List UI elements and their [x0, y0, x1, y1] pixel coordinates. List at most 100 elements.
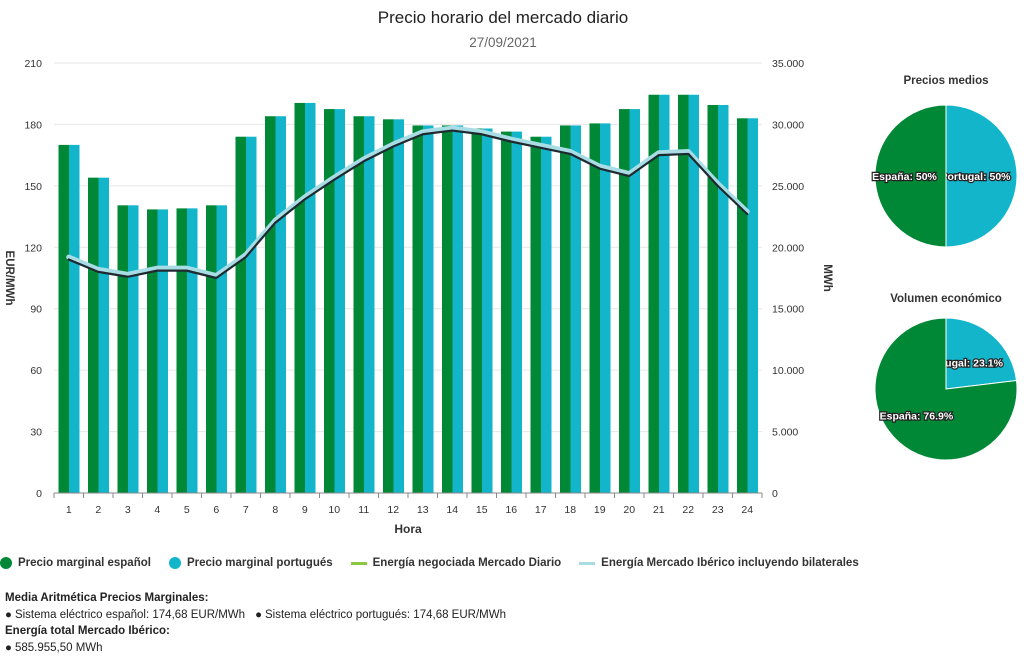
y2-tick-label: 15.000: [772, 304, 804, 316]
pie-prices-slice-label: Portugal: 50%: [940, 171, 1011, 183]
x-tick-label: 15: [476, 504, 488, 516]
bar-es-price: [619, 109, 630, 493]
x-tick-label: 16: [505, 504, 517, 516]
line-energy-iberian: [69, 128, 748, 275]
bar-es-price: [265, 116, 276, 493]
x-tick-label: 12: [387, 504, 399, 516]
chart-legend: Precio marginal español Precio marginal …: [0, 553, 877, 573]
summary-total-energy: 585.955,50 MWh: [15, 642, 103, 654]
legend-label-pt: Precio marginal portugués: [187, 557, 333, 569]
bar-pt-price: [246, 137, 257, 493]
bar-es-price: [88, 178, 99, 493]
y-tick-label: 60: [30, 365, 42, 377]
legend-item-energy-iberian[interactable]: Energía Mercado Ibérico incluyendo bilat…: [579, 557, 859, 569]
y2-tick-label: 10.000: [772, 365, 804, 377]
y2-tick-label: 0: [772, 488, 778, 500]
y2-tick-label: 20.000: [772, 242, 804, 254]
bar-pt-price: [187, 208, 198, 493]
y-tick-label: 180: [24, 119, 42, 131]
bar-pt-price: [718, 105, 729, 493]
legend-label-energy-daily: Energía negociada Mercado Diario: [373, 557, 562, 569]
bar-pt-price: [748, 118, 759, 493]
bar-es-price: [590, 123, 601, 493]
y2-tick-label: 5.000: [772, 427, 798, 439]
bar-es-price: [708, 105, 719, 493]
bar-pt-price: [482, 129, 493, 493]
bar-es-price: [236, 137, 247, 493]
legend-marker-energy-daily: [351, 562, 367, 565]
bar-pt-price: [158, 209, 169, 493]
bar-es-price: [472, 129, 483, 493]
pie-volume-slice-label: España: 76.9%: [880, 411, 954, 423]
x-tick-label: 19: [594, 504, 606, 516]
legend-item-pt-price[interactable]: Precio marginal portugués: [169, 557, 333, 569]
bar-pt-price: [453, 125, 464, 493]
y-axis-title: EUR/MWh: [3, 251, 15, 306]
x-tick-label: 18: [564, 504, 576, 516]
bar-es-price: [560, 125, 571, 493]
bar-pt-price: [512, 132, 523, 493]
x-tick-label: 8: [272, 504, 278, 516]
bar-pt-price: [99, 178, 110, 493]
bar-pt-price: [394, 119, 405, 493]
legend-label-energy-iberian: Energía Mercado Ibérico incluyendo bilat…: [601, 557, 859, 569]
chart-subtitle: 27/09/2021: [469, 35, 537, 50]
bar-es-price: [737, 118, 748, 493]
x-axis-title: Hora: [394, 522, 422, 536]
x-tick-label: 17: [535, 504, 547, 516]
bar-es-price: [59, 145, 70, 493]
y-tick-label: 210: [24, 58, 42, 70]
y-tick-label: 150: [24, 181, 42, 193]
summary-heading-prices: Media Aritmética Precios Marginales:: [5, 590, 506, 607]
bar-pt-price: [305, 103, 316, 493]
pie-volume-slice: [946, 318, 1016, 389]
pie-prices-slice-label: España: 50%: [872, 171, 937, 183]
legend-item-es-price[interactable]: Precio marginal español: [0, 557, 151, 569]
bar-es-price: [206, 205, 217, 493]
legend-marker-energy-iberian: [579, 562, 595, 565]
x-tick-label: 4: [154, 504, 160, 516]
bar-pt-price: [276, 116, 287, 493]
bar-es-price: [354, 116, 365, 493]
bar-pt-price: [335, 109, 346, 493]
bar-pt-price: [69, 145, 80, 493]
summary-es-price: Sistema eléctrico español: 174,68 EUR/MW…: [15, 609, 245, 621]
bar-es-price: [501, 132, 512, 493]
bar-es-price: [531, 137, 542, 493]
y2-tick-label: 25.000: [772, 181, 804, 193]
line-energy-daily: [69, 131, 748, 278]
x-tick-label: 2: [95, 504, 101, 516]
bar-es-price: [177, 208, 188, 493]
y-tick-label: 120: [24, 242, 42, 254]
bar-pt-price: [364, 116, 375, 493]
x-tick-label: 1: [66, 504, 72, 516]
legend-label-es: Precio marginal español: [18, 557, 151, 569]
x-tick-label: 11: [358, 504, 369, 516]
x-tick-label: 9: [302, 504, 308, 516]
summary-pt-price: Sistema eléctrico portugués: 174,68 EUR/…: [265, 609, 506, 621]
y-tick-label: 30: [30, 427, 42, 439]
x-tick-label: 10: [328, 504, 340, 516]
legend-item-energy-daily[interactable]: Energía negociada Mercado Diario: [351, 557, 562, 569]
x-tick-label: 23: [712, 504, 724, 516]
x-tick-label: 3: [125, 504, 131, 516]
x-tick-label: 5: [184, 504, 190, 516]
x-tick-label: 22: [682, 504, 694, 516]
x-tick-label: 13: [417, 504, 429, 516]
y-tick-label: 0: [36, 488, 42, 500]
bar-pt-price: [600, 123, 611, 493]
bar-es-price: [295, 103, 306, 493]
x-tick-label: 14: [446, 504, 458, 516]
x-tick-label: 6: [213, 504, 219, 516]
bar-pt-price: [217, 205, 228, 493]
line-group: [69, 128, 748, 278]
summary-prices-row: ● Sistema eléctrico español: 174,68 EUR/M…: [5, 607, 506, 624]
bar-pt-price: [128, 205, 139, 493]
bar-es-price: [442, 125, 453, 493]
x-tick-label: 21: [653, 504, 665, 516]
bar-es-price: [324, 109, 335, 493]
bullet-icon: ●: [255, 609, 262, 621]
legend-marker-es: [0, 557, 12, 569]
bar-es-price: [118, 205, 129, 493]
bar-pt-price: [423, 125, 434, 493]
